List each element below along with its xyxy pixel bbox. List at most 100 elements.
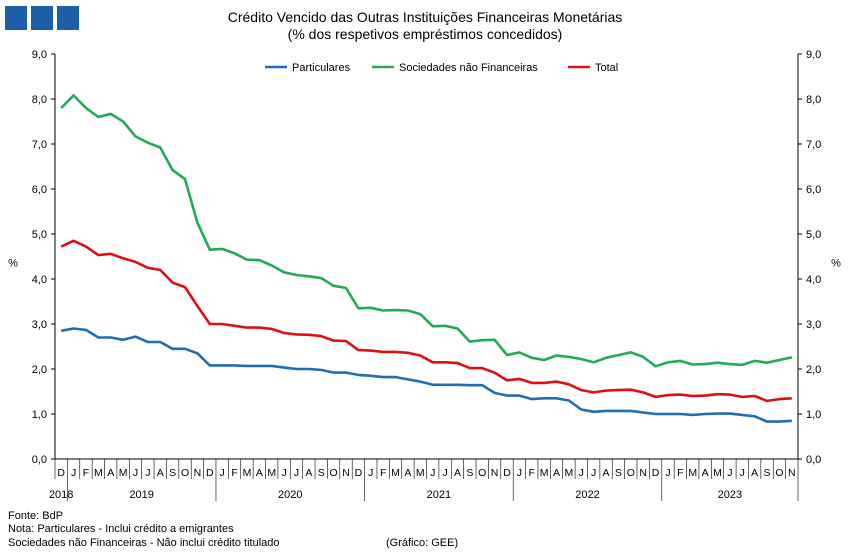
- chart-title-block: Crédito Vencido das Outras Instituições …: [0, 9, 850, 43]
- y-tick-label-right: 8,0: [806, 94, 821, 106]
- x-tick-label: D: [206, 467, 214, 479]
- x-tick-label: A: [305, 467, 312, 479]
- chart-series: [60, 94, 793, 423]
- x-tick-label: A: [454, 467, 461, 479]
- x-tick-label: J: [281, 467, 286, 479]
- x-tick-label: J: [517, 467, 522, 479]
- chart-axes: 0,0 0,0 1,0 1,0 2,0 2,0 3,0 3,0 4,0 4,0 5,0 5,0 6,0 6…: [8, 49, 841, 501]
- x-tick-label: O: [181, 467, 189, 479]
- year-label: 2023: [718, 489, 742, 501]
- x-tick-label: S: [169, 467, 176, 479]
- x-tick-label: D: [652, 467, 660, 479]
- x-tick-label: O: [478, 467, 486, 479]
- x-tick-label: O: [330, 467, 338, 479]
- y-tick-label-left: 9,0: [32, 49, 47, 61]
- x-tick-label: M: [391, 467, 400, 479]
- x-tick-label: J: [740, 467, 745, 479]
- bdp-logo: [5, 6, 79, 30]
- x-tick-label: J: [442, 467, 447, 479]
- y-tick-label-right: 6,0: [806, 184, 821, 196]
- x-tick-label: A: [603, 467, 610, 479]
- x-tick-label: S: [764, 467, 771, 479]
- x-tick-label: N: [491, 467, 499, 479]
- x-tick-label: A: [404, 467, 411, 479]
- x-tick-label: F: [83, 467, 89, 479]
- y-tick-label-left: 0,0: [32, 454, 47, 466]
- y-tick-label-right: 3,0: [806, 319, 821, 331]
- source-note: Fonte: BdP: [8, 510, 64, 522]
- x-tick-label: D: [355, 467, 363, 479]
- year-label: 2021: [427, 489, 451, 501]
- x-tick-label: J: [430, 467, 435, 479]
- x-tick-label: O: [627, 467, 635, 479]
- legend-label: Particulares: [292, 62, 351, 74]
- x-tick-label: M: [540, 467, 549, 479]
- y-axis-label-right: %: [831, 258, 841, 270]
- y-tick-label-left: 4,0: [32, 274, 47, 286]
- legend-label: Total: [595, 62, 618, 74]
- x-tick-label: J: [368, 467, 373, 479]
- series-line-total: [60, 239, 792, 403]
- x-tick-label: A: [107, 467, 114, 479]
- note-particulares: Nota: Particulares - Inclui crédito a em…: [8, 523, 234, 535]
- x-tick-label: J: [591, 467, 596, 479]
- y-tick-label-left: 3,0: [32, 319, 47, 331]
- chart-legend: Particulares Sociedades não Financeiras To…: [265, 62, 618, 74]
- x-tick-label: O: [775, 467, 783, 479]
- y-tick-label-right: 2,0: [806, 364, 821, 376]
- x-tick-label: M: [416, 467, 425, 479]
- x-tick-label: M: [713, 467, 722, 479]
- x-tick-label: S: [318, 467, 325, 479]
- year-label: 2019: [129, 489, 153, 501]
- x-tick-label: J: [145, 467, 150, 479]
- y-tick-label-right: 5,0: [806, 229, 821, 241]
- x-tick-label: J: [220, 467, 225, 479]
- y-tick-label-left: 7,0: [32, 139, 47, 151]
- y-tick-label-left: 6,0: [32, 184, 47, 196]
- x-tick-label: M: [243, 467, 252, 479]
- x-tick-label: J: [579, 467, 584, 479]
- chart-title: Crédito Vencido das Outras Instituições …: [227, 9, 623, 25]
- x-tick-label: A: [702, 467, 709, 479]
- note-sociedades: Sociedades não Financeiras - Não inclui …: [8, 537, 280, 549]
- x-tick-label: J: [294, 467, 299, 479]
- x-tick-label: J: [133, 467, 138, 479]
- x-tick-label: F: [231, 467, 237, 479]
- year-label: 2022: [575, 489, 599, 501]
- x-tick-label: F: [380, 467, 386, 479]
- x-tick-label: N: [194, 467, 202, 479]
- year-label: 2020: [278, 489, 302, 501]
- x-tick-label: A: [157, 467, 164, 479]
- x-tick-label: A: [553, 467, 560, 479]
- x-tick-label: J: [71, 467, 76, 479]
- y-tick-label-right: 0,0: [806, 454, 821, 466]
- x-tick-label: J: [727, 467, 732, 479]
- x-tick-label: S: [615, 467, 622, 479]
- x-tick-label: J: [665, 467, 670, 479]
- y-tick-label-left: 1,0: [32, 409, 47, 421]
- x-tick-label: F: [529, 467, 535, 479]
- y-tick-label-right: 7,0: [806, 139, 821, 151]
- series-line-sociedades-não-financeiras: [60, 94, 793, 368]
- legend-label: Sociedades não Financeiras: [399, 62, 538, 74]
- x-tick-label: A: [256, 467, 263, 479]
- x-tick-label: S: [466, 467, 473, 479]
- y-axis-label-left: %: [8, 258, 18, 270]
- x-tick-label: M: [565, 467, 574, 479]
- y-tick-label-left: 8,0: [32, 94, 47, 106]
- y-tick-label-left: 5,0: [32, 229, 47, 241]
- y-tick-label-right: 1,0: [806, 409, 821, 421]
- x-tick-label: D: [57, 467, 65, 479]
- x-tick-label: N: [788, 467, 796, 479]
- chart-subtitle: (% dos respetivos empréstimos concedidos…: [287, 26, 563, 42]
- y-tick-label-left: 2,0: [32, 364, 47, 376]
- x-tick-label: F: [677, 467, 683, 479]
- x-tick-label: A: [751, 467, 758, 479]
- x-tick-label: D: [503, 467, 511, 479]
- y-tick-label-right: 4,0: [806, 274, 821, 286]
- graph-credit: (Gráfico: GEE): [386, 537, 459, 549]
- year-label: 2018: [49, 489, 73, 501]
- x-tick-label: N: [639, 467, 647, 479]
- series-line-particulares: [60, 327, 792, 423]
